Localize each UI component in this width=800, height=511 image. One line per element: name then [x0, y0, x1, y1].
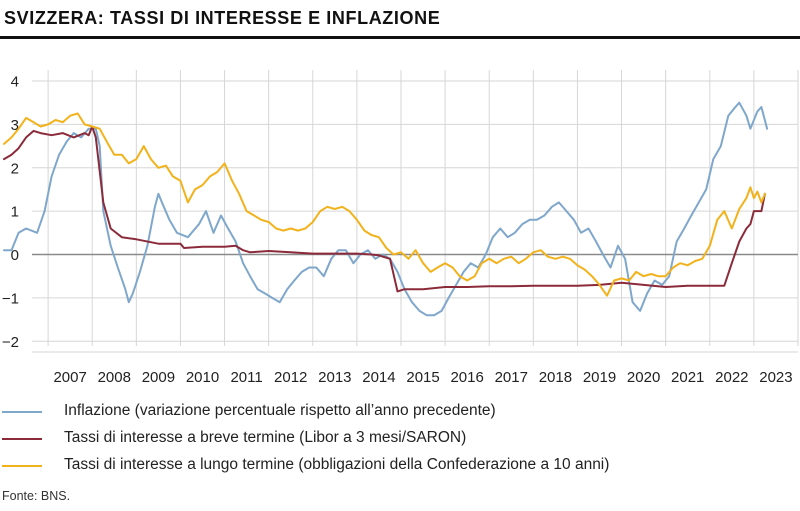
x-tick-label: 2018	[539, 369, 572, 386]
legend-label-short-rate: Tassi di interesse a breve termine (Libo…	[64, 429, 467, 446]
x-tick-label: 2012	[274, 369, 307, 386]
x-tick-label: 2011	[230, 369, 262, 386]
x-tick-label: 2007	[53, 369, 86, 386]
y-axis-ticks: 4 3 2 1 0 −1 −2	[2, 74, 19, 351]
x-tick-label: 2015	[406, 369, 439, 386]
x-tick-label: 2023	[759, 369, 792, 386]
chart-title: SVIZZERA: TASSI DI INTERESSE E INFLAZION…	[4, 8, 441, 28]
series-lines	[3, 101, 769, 317]
title-rule	[0, 36, 800, 39]
y-tick-label: −2	[2, 334, 19, 351]
y-tick-label: 2	[11, 160, 19, 177]
y-tick-label: 0	[11, 247, 19, 264]
source-note: Fonte: BNS.	[2, 489, 71, 503]
legend-label-inflation: Inflazione (variazione percentuale rispe…	[64, 402, 496, 419]
x-tick-label: 2016	[450, 369, 483, 386]
legend-label-long-rate: Tassi di interesse a lungo termine (obbl…	[64, 456, 610, 473]
x-tick-label: 2021	[671, 369, 704, 386]
series-line-short-rate	[3, 125, 766, 293]
x-tick-label: 2010	[186, 369, 219, 386]
grid	[32, 70, 799, 353]
legend-swatch-inflation	[2, 411, 42, 413]
y-tick-label: −1	[2, 290, 19, 307]
legend-swatch-short-rate	[2, 438, 42, 440]
series-line-long-rate	[3, 112, 766, 297]
legend-item-short-rate: Tassi di interesse a breve termine (Libo…	[0, 429, 790, 449]
y-tick-label: 1	[11, 204, 19, 221]
x-tick-label: 2013	[318, 369, 351, 386]
x-tick-label: 2020	[627, 369, 660, 386]
series-line-inflation	[3, 101, 769, 317]
legend-swatch-long-rate	[2, 465, 42, 467]
legend-item-inflation: Inflazione (variazione percentuale rispe…	[0, 402, 790, 422]
y-tick-label: 4	[11, 74, 19, 91]
x-tick-label: 2009	[142, 369, 175, 386]
x-tick-label: 2014	[362, 369, 395, 386]
x-tick-label: 2022	[715, 369, 748, 386]
x-tick-label: 2017	[495, 369, 528, 386]
y-tick-label: 3	[11, 117, 19, 134]
legend-item-long-rate: Tassi di interesse a lungo termine (obbl…	[0, 456, 790, 476]
x-tick-label: 2019	[583, 369, 616, 386]
x-tick-label: 2008	[98, 369, 131, 386]
x-axis-ticks: 2007 2008 2009 2010 2011 2012 2013 2014 2015 2016…	[53, 369, 792, 386]
